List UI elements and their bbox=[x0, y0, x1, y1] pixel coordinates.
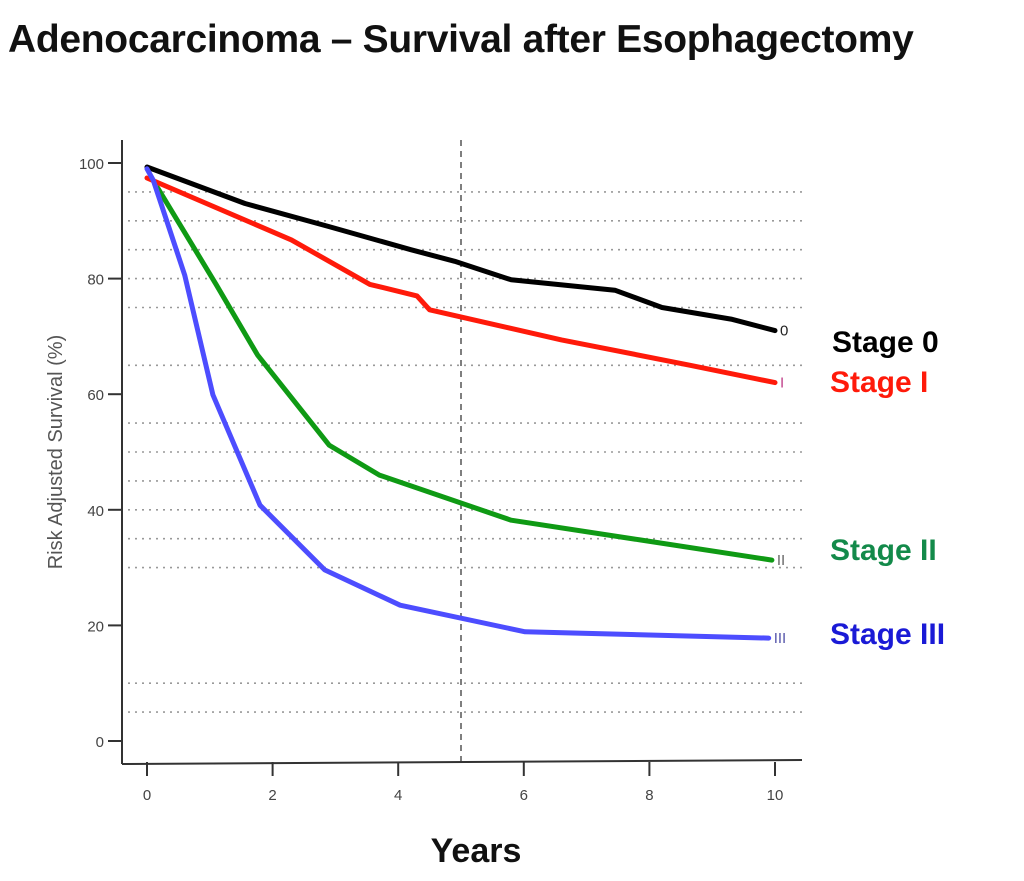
series-line-stage-iii bbox=[144, 166, 772, 641]
x-tick-label: 4 bbox=[394, 787, 402, 804]
end-label-stage-ii: II bbox=[777, 552, 785, 569]
gridlines bbox=[128, 191, 805, 713]
x-tick-label: 8 bbox=[645, 787, 653, 804]
x-tick-label: 6 bbox=[520, 787, 528, 804]
x-axis-label: Years bbox=[431, 832, 522, 870]
x-tick-label: 2 bbox=[268, 787, 276, 804]
series-lines bbox=[144, 164, 778, 641]
legend-stage-iii: Stage III bbox=[830, 618, 946, 651]
end-label-stage-i: I bbox=[780, 375, 784, 392]
x-tick-label: 0 bbox=[143, 787, 151, 804]
y-tick-label: 40 bbox=[87, 503, 104, 520]
y-axis-label: Risk Adjusted Survival (%) bbox=[45, 335, 67, 570]
y-tick-label: 60 bbox=[87, 387, 104, 404]
end-label-stage-0: 0 bbox=[780, 323, 788, 340]
y-tick-label: 80 bbox=[87, 272, 104, 289]
x-tick-label: 10 bbox=[767, 787, 784, 804]
series-line-stage-i bbox=[144, 175, 778, 386]
axes: 0 20 40 60 80 100 0 2 4 6 8 10 bbox=[79, 140, 803, 804]
legend-stage-ii: Stage II bbox=[830, 534, 937, 567]
legend-stage-i: Stage I bbox=[830, 366, 929, 399]
series-line-stage-0 bbox=[144, 164, 778, 334]
y-tick-label: 20 bbox=[87, 618, 104, 635]
legend-stage-0: Stage 0 bbox=[832, 326, 939, 359]
series-line-stage-ii bbox=[155, 185, 775, 563]
y-tick-label: 100 bbox=[79, 156, 104, 173]
end-label-stage-iii: III bbox=[774, 630, 787, 647]
x-axis-line bbox=[121, 759, 803, 765]
chart-title: Adenocarcinoma – Survival after Esophage… bbox=[8, 18, 914, 61]
y-tick-label: 0 bbox=[96, 734, 104, 751]
